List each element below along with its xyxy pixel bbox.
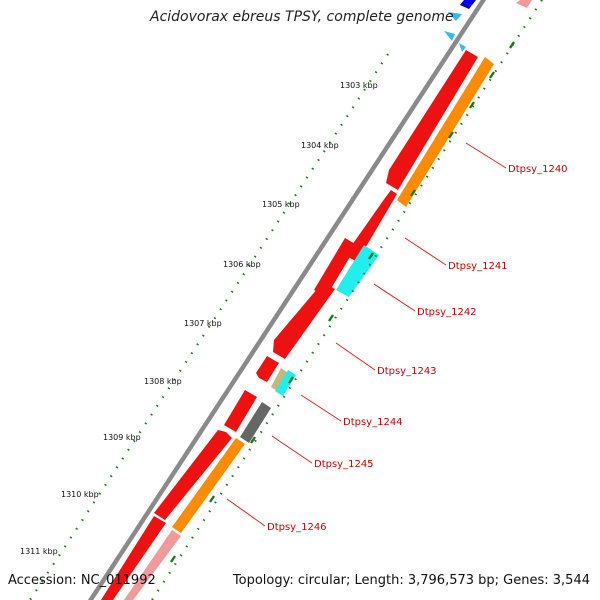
backbone [87, 0, 487, 600]
gene-label-leaders [226, 142, 507, 527]
major-tick [288, 376, 294, 384]
cds-reverse-lightblue-2[interactable] [444, 31, 455, 41]
major-tick [410, 189, 416, 197]
cds-forward-6[interactable] [224, 390, 257, 432]
scale-label: 1309 kbp [103, 433, 141, 442]
leader-dtpsy-1243 [335, 342, 376, 371]
scale-label: 1306 kbp [223, 260, 261, 269]
cds-forward-2[interactable] [345, 190, 397, 262]
gene-label-dtpsy-1245[interactable]: Dtpsy_1245 [314, 459, 374, 470]
major-tick-marks [170, 41, 515, 563]
major-tick [170, 555, 176, 563]
major-tick [368, 252, 374, 260]
topology-text: Topology: circular; Length: 3,796,573 bp… [232, 573, 590, 588]
genome-title: Acidovorax ebreus TPSY, complete genome [150, 9, 454, 25]
major-tick [489, 71, 495, 79]
scale-labels: 1303 kbp 1304 kbp 1305 kbp 1306 kbp 1307 kbp… [20, 81, 378, 556]
major-tick [328, 314, 334, 322]
cds-forward-8[interactable] [101, 516, 166, 600]
leader-dtpsy-1244 [300, 394, 342, 422]
cds-reverse-lightblue-1[interactable] [448, 12, 462, 21]
cds-forward-4[interactable] [273, 282, 335, 359]
scale-label: 1304 kbp [301, 141, 339, 150]
cds-forward-pink-top[interactable] [516, 0, 532, 8]
major-tick [509, 41, 515, 49]
cds-forward-5[interactable] [256, 356, 279, 382]
leader-dtpsy-1245 [271, 435, 313, 464]
leader-dtpsy-1241 [404, 237, 447, 266]
gene-label-dtpsy-1242[interactable]: Dtpsy_1242 [417, 307, 477, 318]
accession-text: Accession: NC_011992 [8, 573, 156, 588]
cds-reverse-lightblue-3[interactable] [459, 43, 466, 52]
cds-forward-3[interactable] [314, 238, 357, 297]
cds-reverse-orange-1[interactable] [397, 57, 494, 207]
cds-forward-1[interactable] [386, 50, 478, 190]
scale-label: 1303 kbp [340, 81, 378, 90]
scale-label: 1311 kbp [20, 547, 58, 556]
gene-label-dtpsy-1244[interactable]: Dtpsy_1244 [343, 417, 403, 428]
forward-strand-features [101, 0, 532, 600]
gene-label-dtpsy-1240[interactable]: Dtpsy_1240 [508, 164, 568, 175]
gene-label-dtpsy-1241[interactable]: Dtpsy_1241 [448, 261, 508, 272]
cds-forward-7[interactable] [154, 430, 232, 520]
scale-label: 1305 kbp [262, 200, 300, 209]
gene-labels: Dtpsy_1240 Dtpsy_1241 Dtpsy_1242 Dtpsy_1… [267, 164, 568, 533]
major-tick [209, 495, 215, 503]
scale-label: 1308 kbp [144, 377, 182, 386]
inner-dotted-ring [151, 0, 543, 600]
cds-reverse-pink[interactable] [124, 530, 181, 600]
leader-dtpsy-1246 [226, 498, 266, 527]
major-tick [448, 131, 454, 139]
major-tick [469, 101, 475, 109]
cds-reverse-khaki[interactable] [271, 368, 290, 393]
gene-label-dtpsy-1246[interactable]: Dtpsy_1246 [267, 522, 327, 533]
cds-reverse-orange-2[interactable] [172, 438, 245, 533]
scale-label: 1307 kbp [184, 319, 222, 328]
leader-dtpsy-1240 [465, 142, 507, 169]
gene-label-dtpsy-1243[interactable]: Dtpsy_1243 [377, 366, 437, 377]
major-tick [250, 436, 256, 444]
outer-dotted-ring [29, 53, 389, 600]
leader-dtpsy-1242 [373, 283, 416, 312]
scale-label: 1310 kbp [61, 490, 99, 499]
cds-reverse-gray[interactable] [240, 402, 271, 443]
cds-reverse-blue-top[interactable] [460, 0, 476, 9]
cds-reverse-cyan-2[interactable] [275, 370, 296, 396]
